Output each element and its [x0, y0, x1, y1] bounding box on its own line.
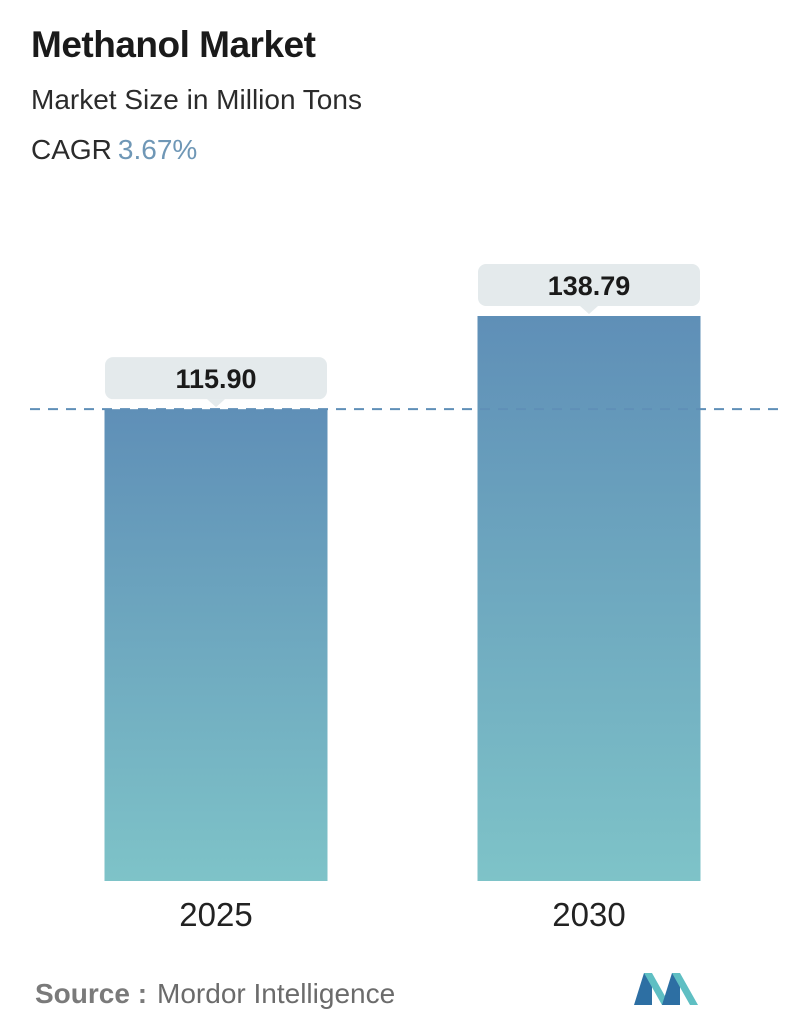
- value-label-2025: 115.90: [175, 364, 256, 394]
- chart-title: Methanol Market: [31, 24, 316, 65]
- chart-subtitle: Market Size in Million Tons: [31, 84, 362, 115]
- value-label-2030: 138.79: [548, 271, 631, 301]
- source-name: Mordor Intelligence: [157, 978, 396, 1009]
- value-label-pointer-2025: [207, 399, 225, 408]
- bar-2025: [104, 409, 328, 881]
- bar-2030: [477, 316, 701, 881]
- x-tick-label-2030: 2030: [552, 896, 625, 933]
- cagr-label: CAGR: [31, 134, 112, 165]
- source-label: Source :: [35, 978, 148, 1009]
- x-tick-label-2025: 2025: [179, 896, 252, 933]
- value-label-pointer-2030: [580, 306, 598, 314]
- value-label-box-2025: [105, 357, 327, 400]
- bar-chart: 115.90 2025 138.79 2030: [30, 264, 786, 933]
- mordor-intelligence-logo-icon: [634, 973, 698, 1005]
- value-label-box-2030: [478, 264, 700, 306]
- cagr-line: CAGR 3.67%: [31, 134, 197, 166]
- cagr-value: 3.67%: [117, 134, 198, 165]
- source-attribution: Source : Mordor Intelligence: [35, 978, 395, 1010]
